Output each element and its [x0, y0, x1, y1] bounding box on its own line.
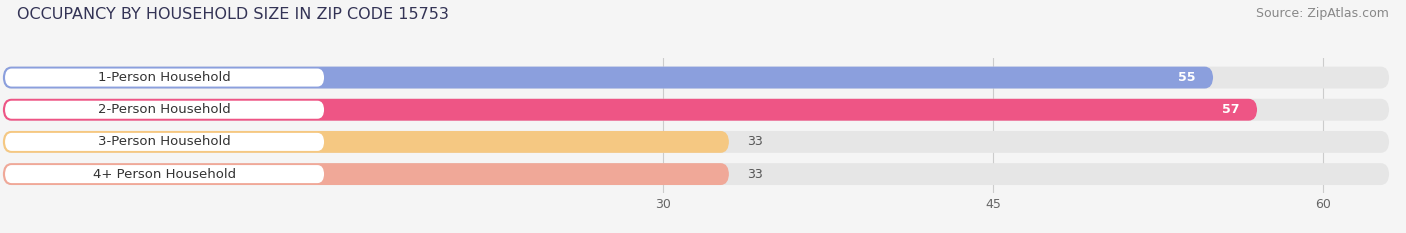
Text: 4+ Person Household: 4+ Person Household	[93, 168, 236, 181]
FancyBboxPatch shape	[3, 131, 728, 153]
FancyBboxPatch shape	[3, 99, 1389, 121]
FancyBboxPatch shape	[3, 67, 1213, 89]
Text: 2-Person Household: 2-Person Household	[98, 103, 231, 116]
FancyBboxPatch shape	[3, 131, 1389, 153]
FancyBboxPatch shape	[6, 101, 325, 119]
FancyBboxPatch shape	[3, 163, 1389, 185]
Text: 33: 33	[747, 168, 762, 181]
Text: 33: 33	[747, 135, 762, 148]
FancyBboxPatch shape	[3, 99, 1257, 121]
FancyBboxPatch shape	[3, 163, 728, 185]
FancyBboxPatch shape	[6, 165, 325, 183]
Text: 57: 57	[1222, 103, 1240, 116]
FancyBboxPatch shape	[6, 133, 325, 151]
FancyBboxPatch shape	[3, 67, 1389, 89]
Text: 55: 55	[1178, 71, 1195, 84]
Text: 3-Person Household: 3-Person Household	[98, 135, 231, 148]
Text: 1-Person Household: 1-Person Household	[98, 71, 231, 84]
Text: Source: ZipAtlas.com: Source: ZipAtlas.com	[1256, 7, 1389, 20]
FancyBboxPatch shape	[6, 69, 325, 87]
Text: OCCUPANCY BY HOUSEHOLD SIZE IN ZIP CODE 15753: OCCUPANCY BY HOUSEHOLD SIZE IN ZIP CODE …	[17, 7, 449, 22]
